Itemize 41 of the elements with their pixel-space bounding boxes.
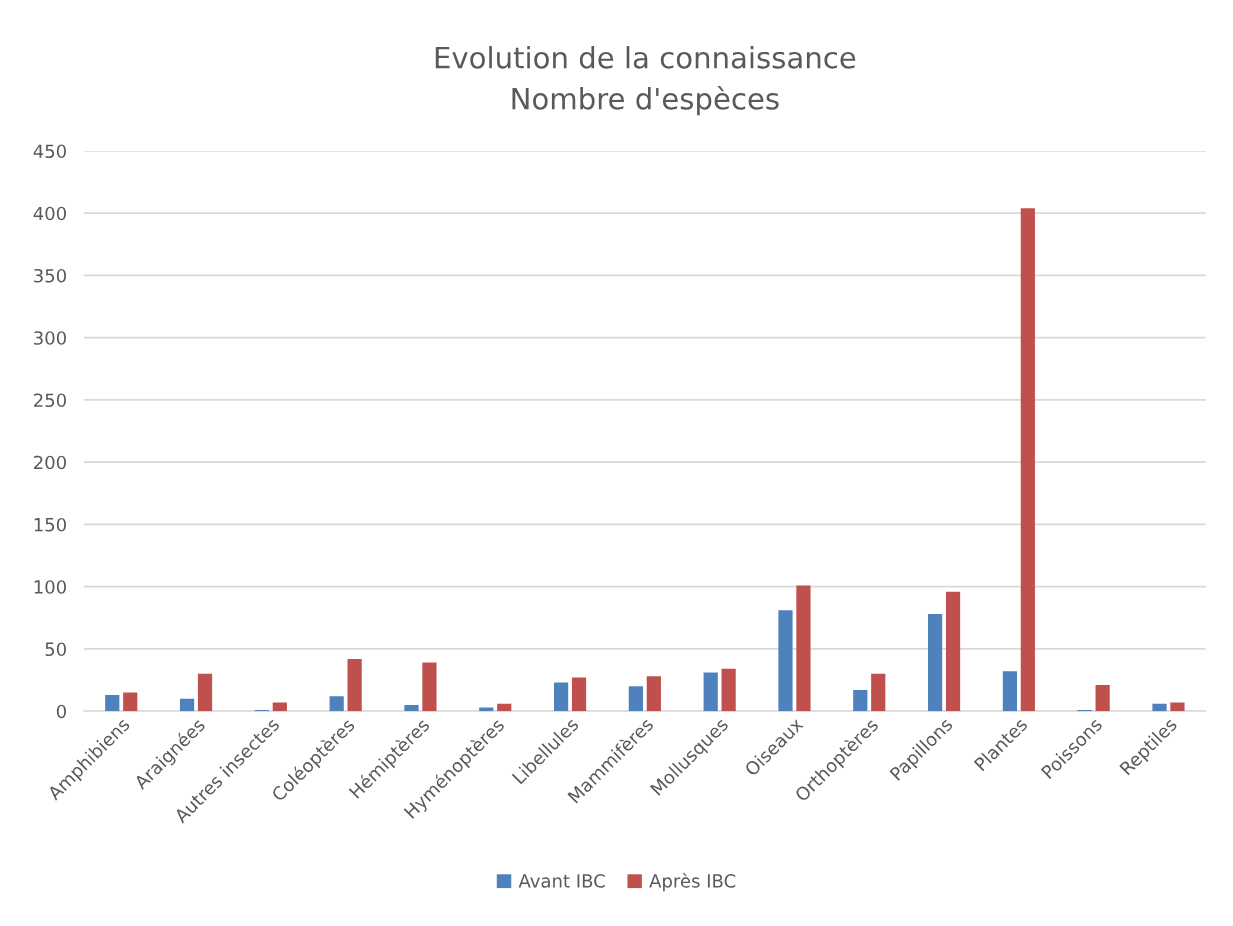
bar [272,702,287,712]
bar [553,682,569,712]
bar [123,692,138,712]
bar [853,690,868,712]
y-tick-label: 50 [45,642,66,657]
bar [778,610,793,712]
bar [703,672,718,712]
bar [945,591,961,712]
bar [422,662,437,712]
bar [105,694,120,712]
bar [796,585,811,712]
bar [1002,671,1017,712]
bar [721,668,736,712]
bar [628,686,643,712]
chart-title: Evolution de la connaissance Nombre d'espèces [435,46,856,116]
bar [1095,685,1110,712]
bar [1170,702,1185,712]
legend-label: Avant IBC [518,874,605,888]
y-tick-label: 150 [34,517,66,532]
bar [179,698,195,712]
bar [646,676,661,712]
y-tick-label: 100 [34,580,66,594]
y-tick-label: 400 [33,206,66,221]
bar [571,677,587,712]
bar [479,707,494,712]
y-tick-label: 200 [34,455,66,470]
y-tick-label: 450 [33,144,66,159]
y-tick-label: 350 [34,268,66,283]
bar [497,703,512,712]
bar [871,673,886,712]
y-tick-label: 0 [56,704,66,719]
legend-label: Après IBC [649,873,736,892]
bar [329,696,344,712]
y-tick-label: 300 [34,331,66,345]
bar [347,658,362,712]
y-tick-label: 250 [34,393,66,408]
bar [1152,703,1167,712]
bar [404,704,419,712]
bar [927,614,943,712]
bar [197,673,213,712]
bar [1020,208,1035,712]
